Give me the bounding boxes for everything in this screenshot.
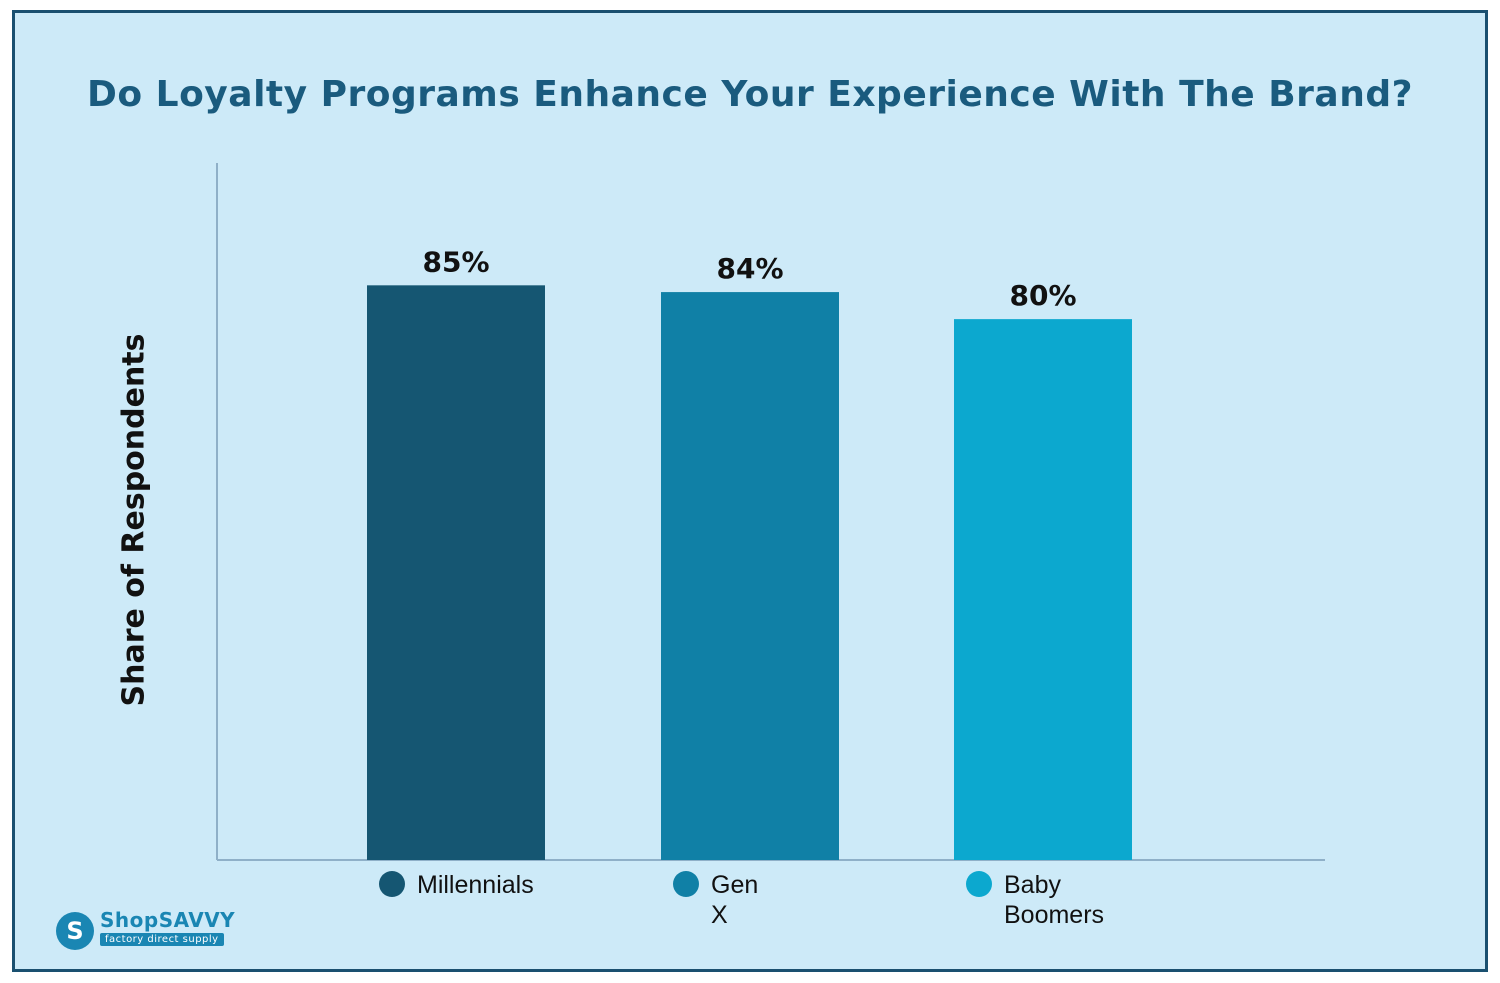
s-badge-icon: S [56,912,94,950]
legend-label: Gen X [711,871,758,929]
value-label: 84% [716,252,783,285]
legend-swatch [379,871,405,897]
legend-swatch [673,871,699,897]
chart-legend: Millennials Gen X Baby Boomers [379,871,1104,929]
logo-tagline: factory direct supply [100,933,224,946]
value-label: 85% [422,245,489,278]
logo-name: ShopSAVVY [100,908,236,932]
value-label: 80% [1009,279,1076,312]
legend-label: Baby Boomers [1004,871,1104,929]
legend-label: Millennials [417,871,534,899]
bar-millennials [367,285,545,860]
legend-swatch [966,871,992,897]
chart-value-labels: 85% 84% 80% [422,245,1076,312]
bar-baby-boomers [954,319,1132,860]
shopsavvy-logo: S ShopSAVVY factory direct supply [56,908,246,952]
bar-gen-x [661,292,839,860]
chart-bars [367,285,1132,860]
chart-title: Do Loyalty Programs Enhance Your Experie… [86,74,1413,115]
